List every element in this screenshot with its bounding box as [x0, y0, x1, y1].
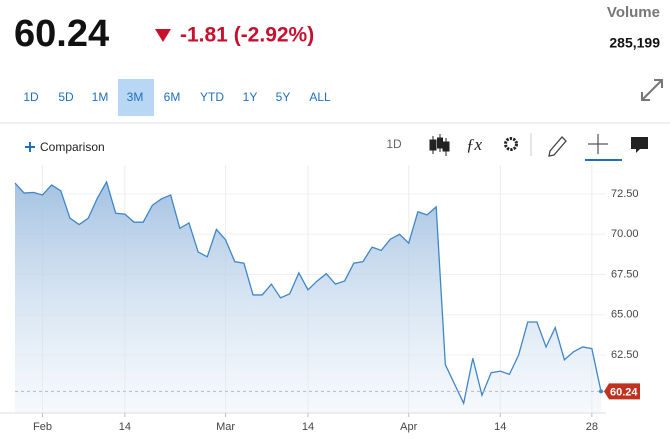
last-point [599, 389, 603, 394]
x-tick-label: Apr [400, 421, 417, 433]
down-arrow [155, 29, 171, 42]
indicator-icon[interactable]: ƒx [466, 135, 483, 154]
comparison-button[interactable]: Comparison [25, 140, 105, 154]
change: -1.81 (-2.92%) [180, 24, 314, 47]
x-tick-label: Feb [33, 421, 52, 433]
comment-icon[interactable] [631, 137, 648, 153]
y-tick-label: 72.50 [611, 188, 639, 200]
line [14, 180, 602, 406]
price: 60.24 [14, 13, 109, 55]
plot: Feb 14 Mar 14 Apr 14 28 62.50 65.00 67.50 70.00 72.… [0, 165, 640, 433]
comparison-label[interactable]: Comparison [40, 140, 105, 154]
candle-icon[interactable] [429, 134, 450, 156]
y-tick-label: 65.00 [611, 309, 639, 321]
range-button[interactable]: 1Y [243, 90, 258, 104]
y-tick-label: 67.50 [611, 268, 639, 280]
range-selected [118, 79, 154, 116]
range-button[interactable]: 1M [92, 90, 109, 104]
last-price-label: 60.24 [610, 386, 638, 398]
x-tick-label: Mar [216, 421, 235, 433]
range-button[interactable]: YTD [200, 90, 224, 104]
x-tick-label: 28 [586, 421, 598, 433]
draw-icon[interactable] [548, 136, 567, 157]
y-tick-label: 70.00 [611, 228, 639, 240]
interval[interactable]: 1D [386, 137, 402, 151]
x-tick-label: 14 [119, 421, 131, 433]
x-tick-label: 14 [302, 421, 314, 433]
y-tick-label: 62.50 [611, 349, 639, 361]
crosshair-icon[interactable] [588, 134, 608, 154]
area [15, 181, 601, 413]
range-button[interactable]: ALL [309, 90, 331, 104]
volume-label: Volume [607, 4, 660, 21]
range-button[interactable]: 5Y [276, 90, 291, 104]
x-tick-label: 14 [494, 421, 506, 433]
range-bar: 1D 5D 1M 3M 6M YTD 1Y 5Y ALL [23, 79, 331, 116]
last-price-badge [604, 383, 640, 400]
range-button[interactable]: 1D [23, 90, 39, 104]
settings-icon[interactable] [504, 137, 518, 151]
volume: 285,199 [609, 35, 660, 51]
range-button[interactable]: 3M [127, 90, 144, 104]
range-button[interactable]: 6M [164, 90, 181, 104]
range-button[interactable]: 5D [58, 90, 74, 104]
expand-icon[interactable] [641, 79, 663, 101]
